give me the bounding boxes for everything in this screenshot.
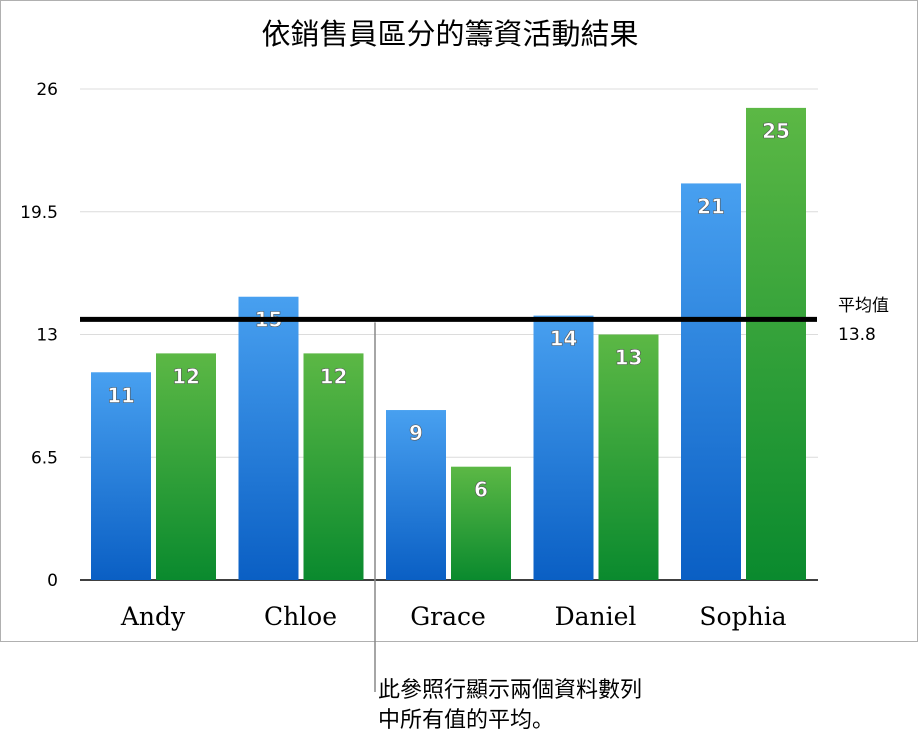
bar-grace-2 <box>451 466 511 580</box>
bar-sophia-1 <box>681 183 741 580</box>
data-label: 12 <box>320 364 348 388</box>
data-label: 21 <box>697 194 725 218</box>
bar-andy-2 <box>156 353 216 580</box>
y-tick-label: 6.5 <box>31 448 58 468</box>
y-tick-label: 19.5 <box>20 203 58 223</box>
x-tick-label: Chloe <box>264 602 337 631</box>
y-tick-label: 26 <box>36 80 58 100</box>
data-label: 13 <box>615 346 643 370</box>
bar-chloe-1 <box>238 296 299 580</box>
data-label: 9 <box>409 421 423 445</box>
annotation-line2: 中所有值的平均。 <box>378 708 555 733</box>
x-tick-label: Andy <box>120 602 186 631</box>
data-label: 6 <box>474 478 488 502</box>
y-tick-label: 0 <box>47 571 58 591</box>
x-tick-label: Sophia <box>699 602 786 631</box>
chart-title: 依銷售員區分的籌資活動結果 <box>261 17 638 51</box>
bar-daniel-2 <box>598 334 659 580</box>
reference-line-value: 13.8 <box>838 325 876 345</box>
data-label: 25 <box>762 119 790 143</box>
annotation-line1: 此參照行顯示兩個資料數列 <box>378 678 643 703</box>
x-tick-label: Grace <box>410 602 486 631</box>
bar-daniel-1 <box>533 315 594 580</box>
bar-grace-1 <box>386 410 446 580</box>
x-tick-label: Daniel <box>555 602 637 631</box>
bar-sophia-2 <box>746 107 806 580</box>
y-tick-label: 13 <box>36 326 58 346</box>
data-label: 11 <box>107 383 135 407</box>
data-label: 12 <box>172 364 200 388</box>
bar-andy-1 <box>91 372 151 580</box>
reference-line-label: 平均值 <box>838 296 889 316</box>
bar-chloe-2 <box>303 353 364 580</box>
data-label: 14 <box>550 327 578 351</box>
